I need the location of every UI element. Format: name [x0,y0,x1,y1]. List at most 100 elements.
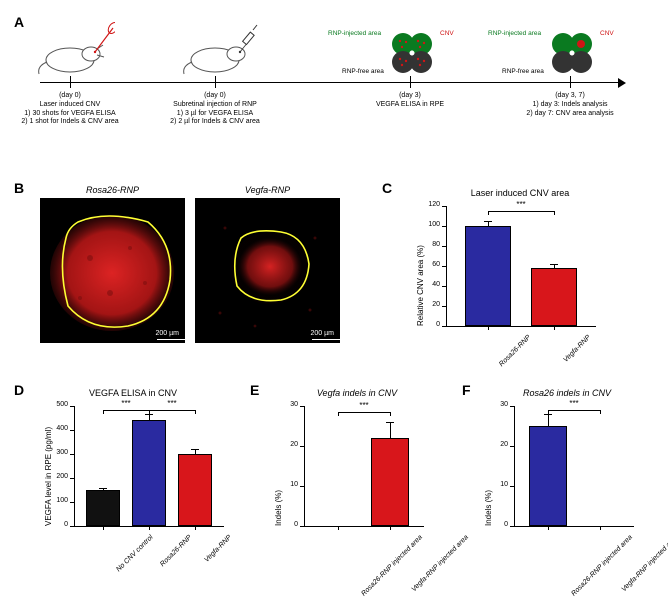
y-tickmark [442,226,446,227]
y-tickmark [70,526,74,527]
clover-cnv-label: CNV [600,30,614,37]
timeline-day: (day 3) [345,92,475,101]
x-tick-label: Rosa26-RNP [159,534,193,568]
chart-title: Vegfa indels in CNV [262,388,452,398]
timeline-axis [40,82,620,83]
timeline-line: 2) 2 µl for Indels & CNV area [150,118,280,127]
x-tickmark [149,526,150,530]
sig-line [548,410,601,411]
y-tick-label: 10 [278,481,298,488]
y-tick-label: 20 [278,441,298,448]
x-tickmark [390,526,391,530]
bar [529,426,567,526]
bar [371,438,409,526]
y-axis [304,406,305,526]
timeline-line: 2) day 7: CNV area analysis [505,110,635,119]
micrograph-rosa26: 200 µm [40,198,185,343]
x-tick-label: Rosa26-RNP [498,334,532,368]
y-tickmark [300,446,304,447]
y-tickmark [442,246,446,247]
y-axis-label: Indels (%) [274,490,283,526]
timeline-arrow [618,78,626,88]
bar [465,226,511,326]
y-tick-label: 120 [420,201,440,208]
timeline-day: (day 3, 7) [505,92,635,101]
bar [531,268,577,326]
x-tick-label: No CNV control [115,534,154,573]
sig-drop [195,410,196,414]
mouse-laser-icon [35,22,115,76]
y-tickmark [510,486,514,487]
y-tick-label: 100 [420,221,440,228]
sig-drop [149,410,150,414]
chart-title: Rosa26 indels in CNV [472,388,662,398]
panel-label-f: F [462,382,471,398]
scalebar-text: 200 µm [156,330,180,337]
y-tickmark [300,526,304,527]
y-tickmark [70,478,74,479]
sig-drop [103,410,104,414]
sig-drop [600,410,601,414]
sig-line [488,211,553,212]
y-tickmark [510,446,514,447]
timeline-day: (day 0) [150,92,280,101]
bar [178,454,212,526]
error-cap [386,422,394,423]
timeline-title: Laser induced CNV [5,101,135,110]
error-bar [548,414,549,426]
chart-title: Laser induced CNV area [400,188,640,198]
error-bar [390,422,391,438]
y-axis [514,406,515,526]
clover-cnv-label: CNV [440,30,454,37]
y-tickmark [510,406,514,407]
scalebar: 200 µm [311,330,335,337]
chart-e: Vegfa indels in CNV 0102030Indels (%)Ros… [262,388,452,588]
bar [86,490,120,526]
micrograph-vegfa: 200 µm [195,198,340,343]
sig-drop [390,412,391,416]
error-bar [149,414,150,421]
x-tickmark [103,526,104,530]
y-tickmark [70,430,74,431]
panel-label-e: E [250,382,259,398]
clover-rnp-injected-label: RNP-injected area [488,30,541,37]
y-tickmark [442,286,446,287]
y-tick-label: 500 [48,401,68,408]
y-tickmark [70,502,74,503]
timeline-step-1: (day 0) Subretinal injection of RNP 1) 3… [150,92,280,127]
y-tickmark [442,326,446,327]
timeline-step-3: (day 3, 7) 1) day 3: Indels analysis 2) … [505,92,635,118]
y-axis-label: Indels (%) [484,490,493,526]
timeline-tick [215,76,216,88]
x-tickmark [195,526,196,530]
chart-title: VEGFA ELISA in CNV [28,388,238,398]
panel-label-c: C [382,180,392,196]
x-tickmark [548,526,549,530]
sig-label: *** [564,399,584,408]
y-tick-label: 30 [278,401,298,408]
clover-diagram-2 [545,26,599,80]
sig-label: *** [354,401,374,410]
x-tick-label: Vegfa-RNP [562,334,592,364]
micro-title-right: Vegfa-RNP [195,185,340,195]
x-axis [514,526,634,527]
y-tickmark [70,406,74,407]
panel-label-d: D [14,382,24,398]
timeline-title: VEGFA ELISA in RPE [345,101,475,110]
y-tickmark [442,266,446,267]
y-tick-label: 20 [488,441,508,448]
x-tickmark [488,326,489,330]
timeline-step-0: (day 0) Laser induced CNV 1) 30 shots fo… [5,92,135,127]
chart-d: VEGFA ELISA in CNV 0100200300400500VEGFA… [28,388,238,588]
y-tickmark [510,526,514,527]
sig-drop [548,410,549,414]
y-tick-label: 10 [488,481,508,488]
y-axis [446,206,447,326]
y-axis [74,406,75,526]
timeline-step-2: (day 3) VEGFA ELISA in RPE [345,92,475,110]
x-axis [304,526,424,527]
y-tick-label: 30 [488,401,508,408]
panel-label-a: A [14,14,24,30]
y-tickmark [70,454,74,455]
mouse-injection-icon [180,22,260,76]
